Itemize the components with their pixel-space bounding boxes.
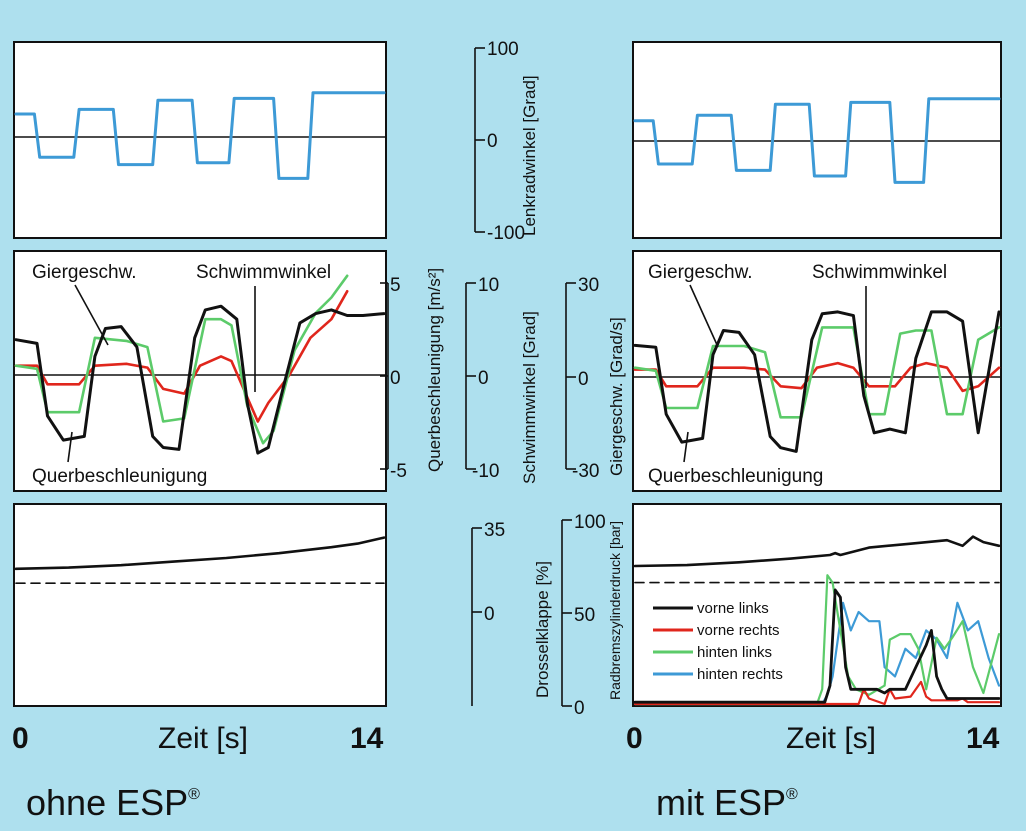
series-giergeschw--mit-esp-dynamics <box>633 326 1001 419</box>
x-tick-label-0-right: 0 <box>626 722 643 755</box>
brems-tick-label-100: 100 <box>574 512 606 533</box>
brake-legend: vorne links vorne rechts hinten links hinte… <box>653 600 783 683</box>
series-vorne-links-mit-esp-brake-pressure <box>633 588 1001 704</box>
anno-giergeschw-right-pointer <box>689 284 719 348</box>
anno-giergeschw-right: Giergeschw. <box>648 262 753 283</box>
schwimm-axis-label: Schwimmwinkel [Grad] <box>520 311 539 484</box>
x-tick-label-0-left: 0 <box>12 722 29 755</box>
gier-tick-label-0: 0 <box>578 369 589 390</box>
quer-tick-label-minus5: -5 <box>390 461 407 482</box>
anno-giergeschw-left-pointer <box>74 284 109 346</box>
caption-ohne-esp-text: ohne ESP <box>26 782 188 823</box>
anno-giergeschw-left: Giergeschw. <box>32 262 137 283</box>
series-hinten-links-mit-esp-brake-pressure <box>633 574 1001 706</box>
caption-mit-esp-mark: ® <box>786 786 798 803</box>
lenkrad-axis-label: Lenkradwinkel [Grad] <box>520 75 539 236</box>
quer-tick-label-0: 0 <box>390 368 401 389</box>
schwimm-tick-label-10: 10 <box>478 275 499 296</box>
panel-steering-left <box>13 41 387 239</box>
series-schwimmwinkel-mit-esp-dynamics <box>633 361 1001 393</box>
drossel-axis-label: Drosselklappe [%] <box>533 561 552 698</box>
series-throttle-mit-esp-brake-pressure <box>633 535 1001 568</box>
caption-mit-esp: mit ESP® <box>656 782 798 823</box>
series-layer <box>14 91 1001 706</box>
caption-ohne-esp: ohne ESP® <box>26 782 200 823</box>
x-axis-label-right: Zeit [s] <box>786 722 876 755</box>
caption-ohne-esp-mark: ® <box>188 786 200 803</box>
series-steering-mit-esp-steering <box>633 97 1001 184</box>
legend-label-hinten-rechts: hinten rechts <box>697 666 783 683</box>
x-tick-label-14-left: 14 <box>350 722 384 755</box>
series-querbeschleunigung-ohne-esp-dynamics <box>14 304 386 455</box>
schwimm-tick-label-0: 0 <box>478 368 489 389</box>
quer-axis-label: Querbeschleunigung [m/s²] <box>425 268 444 472</box>
brems-tick-label-0: 0 <box>574 698 585 719</box>
panel-brake-right <box>632 503 1002 707</box>
brems-axis-label: Radbremszylinderdruck [bar] <box>607 521 623 700</box>
lenkrad-tick-label-0: 0 <box>487 131 498 152</box>
legend-label-vorne-links: vorne links <box>697 600 769 617</box>
gier-tick-label-minus30: -30 <box>572 461 599 482</box>
legend-label-hinten-links: hinten links <box>697 644 772 661</box>
lenkrad-tick-label-100: 100 <box>487 39 519 60</box>
legend-label-vorne-rechts: vorne rechts <box>697 622 780 639</box>
panel-dynamics-left <box>13 250 387 492</box>
anno-schwimmwinkel-left: Schwimmwinkel <box>196 262 331 283</box>
series-giergeschw--ohne-esp-dynamics <box>14 274 349 445</box>
brems-tick-label-50: 50 <box>574 605 595 626</box>
anno-querbeschleunigung-right: Querbeschleunigung <box>648 466 823 487</box>
gier-axis-label: Giergeschw. [Grad/s] <box>607 317 626 476</box>
panel-throttle-left <box>13 503 387 707</box>
panel-dynamics-right <box>632 250 1002 492</box>
lenkrad-tick-label-minus100: -100 <box>487 223 525 244</box>
drossel-tick-label-0: 0 <box>484 604 495 625</box>
caption-mit-esp-text: mit ESP <box>656 782 786 823</box>
series-drosselklappe-ohne-esp-throttle <box>14 536 386 571</box>
schwimm-tick-label-minus10: -10 <box>472 461 499 482</box>
anno-schwimmwinkel-right: Schwimmwinkel <box>812 262 947 283</box>
anno-querbeschleunigung-right-pointer <box>683 431 689 463</box>
series-querbeschleunigung-mit-esp-dynamics <box>633 310 1001 453</box>
series-hinten-rechts-mit-esp-brake-pressure <box>633 601 1001 706</box>
x-tick-label-14-right: 14 <box>966 722 1000 755</box>
quer-tick-label-5: 5 <box>390 275 401 296</box>
series-steering-ohne-esp-steering <box>14 91 386 180</box>
anno-querbeschleunigung-left: Querbeschleunigung <box>32 466 207 487</box>
gier-tick-label-30: 30 <box>578 275 599 296</box>
anno-querbeschleunigung-left-pointer <box>67 431 73 463</box>
drossel-tick-label-35: 35 <box>484 520 505 541</box>
panel-steering-right <box>632 41 1002 239</box>
x-axis-label-left: Zeit [s] <box>158 722 248 755</box>
